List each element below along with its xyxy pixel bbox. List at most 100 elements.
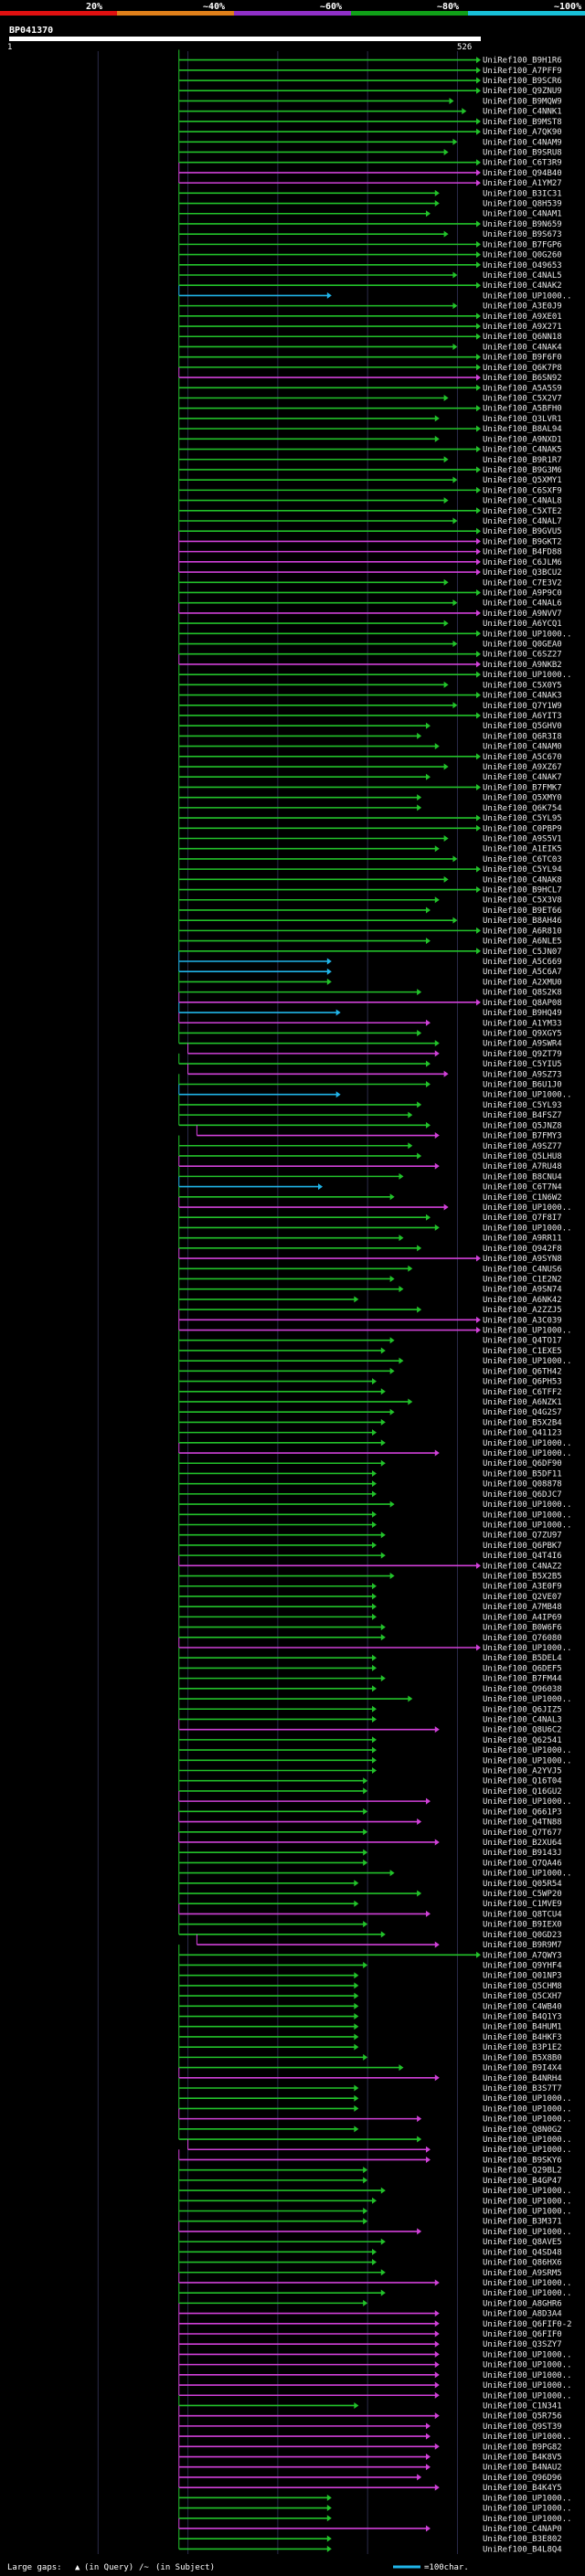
hit-label[interactable]: UniRef100_B9F6F0 <box>483 354 562 363</box>
hit-label[interactable]: UniRef100_B4L8Q4 <box>483 2545 562 2554</box>
hit-label[interactable]: UniRef100_B9R9M7 <box>483 1941 562 1950</box>
hit-label[interactable]: UniRef100_UP1000.. <box>483 671 572 680</box>
hit-label[interactable]: UniRef100_B9MQW9 <box>483 97 562 106</box>
hit-label[interactable]: UniRef100_B9R1R7 <box>483 456 562 465</box>
hit-label[interactable]: UniRef100_Q6PH53 <box>483 1378 562 1387</box>
hit-label[interactable]: UniRef100_B9SRU8 <box>483 148 562 157</box>
hit-label[interactable]: UniRef100_Q6PBK7 <box>483 1542 562 1551</box>
hit-label[interactable]: UniRef100_Q5LHU8 <box>483 1152 562 1161</box>
hit-label[interactable]: UniRef100_UP1000.. <box>483 2197 572 2206</box>
hit-label[interactable]: UniRef100_A9RR11 <box>483 1235 562 1244</box>
hit-label[interactable]: UniRef100_C5X0Y5 <box>483 681 562 690</box>
hit-label[interactable]: UniRef100_UP1000.. <box>483 2361 572 2370</box>
hit-label[interactable]: UniRef100_Q96D96 <box>483 2474 562 2483</box>
hit-label[interactable]: UniRef100_A9NXD1 <box>483 435 562 444</box>
hit-label[interactable]: UniRef100_B4Q1Y3 <box>483 2013 562 2022</box>
hit-label[interactable]: UniRef100_UP1000.. <box>483 2104 572 2114</box>
hit-label[interactable]: UniRef100_C4NAL5 <box>483 271 562 281</box>
hit-label[interactable]: UniRef100_UP1000.. <box>483 1091 572 1100</box>
hit-label[interactable]: UniRef100_A7QWY3 <box>483 1951 562 1960</box>
hit-label[interactable]: UniRef100_A9NKB2 <box>483 661 562 670</box>
hit-label[interactable]: UniRef100_A3C039 <box>483 1316 562 1325</box>
hit-label[interactable]: UniRef100_C6JLM6 <box>483 558 562 567</box>
hit-label[interactable]: UniRef100_C5YIU5 <box>483 1060 562 1069</box>
hit-label[interactable]: UniRef100_Q7QA46 <box>483 1859 562 1868</box>
hit-label[interactable]: UniRef100_B4HKF3 <box>483 2033 562 2042</box>
hit-label[interactable]: UniRef100_Q41123 <box>483 1429 562 1438</box>
hit-label[interactable]: UniRef100_Q8U6C2 <box>483 1726 562 1735</box>
hit-label[interactable]: UniRef100_Q94B40 <box>483 169 562 178</box>
hit-label[interactable]: UniRef100_A1YM27 <box>483 179 562 188</box>
hit-label[interactable]: UniRef100_A6NK42 <box>483 1296 562 1305</box>
hit-label[interactable]: UniRef100_A7RU48 <box>483 1162 562 1171</box>
hit-label[interactable]: UniRef100_Q6DEF5 <box>483 1664 562 1673</box>
hit-label[interactable]: UniRef100_Q16T04 <box>483 1777 562 1786</box>
hit-label[interactable]: UniRef100_C1MVE9 <box>483 1900 562 1909</box>
hit-label[interactable]: UniRef100_Q8N0G2 <box>483 2125 562 2135</box>
hit-label[interactable]: UniRef100_C4NAK7 <box>483 773 562 782</box>
hit-label[interactable]: UniRef100_A7QK90 <box>483 128 562 137</box>
hit-label[interactable]: UniRef100_Q7F8I7 <box>483 1214 562 1223</box>
hit-label[interactable]: UniRef100_B9143J <box>483 1849 562 1858</box>
hit-label[interactable]: UniRef100_UP1000.. <box>483 2505 572 2514</box>
hit-label[interactable]: UniRef100_Q5XMY0 <box>483 794 562 803</box>
hit-label[interactable]: UniRef100_C4NAK3 <box>483 692 562 701</box>
hit-label[interactable]: UniRef100_Q6FIF0-2 <box>483 2320 572 2329</box>
hit-label[interactable]: UniRef100_UP1000.. <box>483 1327 572 1336</box>
hit-label[interactable]: UniRef100_UP1000.. <box>483 2350 572 2359</box>
hit-label[interactable]: UniRef100_B7FMK7 <box>483 783 562 792</box>
hit-label[interactable]: UniRef100_Q7Y1W9 <box>483 702 562 711</box>
hit-label[interactable]: UniRef100_Q5R756 <box>483 2412 562 2422</box>
hit-label[interactable]: UniRef100_Q5CXH7 <box>483 1992 562 2001</box>
hit-label[interactable]: UniRef100_B4FSZ7 <box>483 1111 562 1120</box>
hit-label[interactable]: UniRef100_C5YL94 <box>483 865 562 875</box>
hit-label[interactable]: UniRef100_UP1000.. <box>483 2228 572 2237</box>
hit-label[interactable]: UniRef100_B6SN92 <box>483 374 562 383</box>
hit-label[interactable]: UniRef100_A9NVV7 <box>483 610 562 619</box>
hit-label[interactable]: UniRef100_C5X3V8 <box>483 896 562 906</box>
hit-label[interactable]: UniRef100_Q4TO17 <box>483 1337 562 1346</box>
hit-label[interactable]: UniRef100_Q3SZY7 <box>483 2340 562 2349</box>
hit-label[interactable]: UniRef100_C4NAL6 <box>483 599 562 609</box>
hit-label[interactable]: UniRef100_UP1000.. <box>483 2136 572 2145</box>
hit-label[interactable]: UniRef100_UP1000.. <box>483 1797 572 1807</box>
hit-label[interactable]: UniRef100_Q3LVR1 <box>483 415 562 424</box>
hit-label[interactable]: UniRef100_B7FMY3 <box>483 1132 562 1141</box>
hit-label[interactable]: UniRef100_A9SZ77 <box>483 1142 562 1151</box>
hit-label[interactable]: UniRef100_B4GP47 <box>483 2177 562 2186</box>
hit-label[interactable]: UniRef100_Q6R3I8 <box>483 732 562 741</box>
hit-label[interactable]: UniRef100_Q29BL2 <box>483 2167 562 2176</box>
hit-label[interactable]: UniRef100_C4NAK5 <box>483 446 562 455</box>
hit-label[interactable]: UniRef100_Q4T4I6 <box>483 1552 562 1561</box>
hit-label[interactable]: UniRef100_UP1000.. <box>483 2381 572 2390</box>
hit-label[interactable]: UniRef100_UP1000.. <box>483 2279 572 2288</box>
hit-label[interactable]: UniRef100_B9IEX0 <box>483 1921 562 1930</box>
hit-label[interactable]: UniRef100_Q7ZU97 <box>483 1532 562 1541</box>
hit-label[interactable]: UniRef100_UP1000.. <box>483 2494 572 2503</box>
hit-label[interactable]: UniRef100_A1YM33 <box>483 1019 562 1028</box>
hit-label[interactable]: UniRef100_C4NAL8 <box>483 497 562 506</box>
hit-label[interactable]: UniRef100_C1EXE5 <box>483 1347 562 1356</box>
hit-label[interactable]: UniRef100_Q62541 <box>483 1736 562 1745</box>
hit-label[interactable]: UniRef100_C4NAK2 <box>483 281 562 291</box>
hit-label[interactable]: UniRef100_C6TC03 <box>483 855 562 864</box>
hit-label[interactable]: UniRef100_Q8S2K8 <box>483 989 562 998</box>
hit-label[interactable]: UniRef100_C4NAK8 <box>483 875 562 885</box>
hit-label[interactable]: UniRef100_B5X8B0 <box>483 2053 562 2062</box>
hit-label[interactable]: UniRef100_C5XTE2 <box>483 507 562 516</box>
hit-label[interactable]: UniRef100_Q2VE07 <box>483 1593 562 1602</box>
hit-label[interactable]: UniRef100_C5JN07 <box>483 948 562 957</box>
hit-label[interactable]: UniRef100_C1N6W2 <box>483 1193 562 1203</box>
hit-label[interactable]: UniRef100_UP1000.. <box>483 1357 572 1366</box>
hit-label[interactable]: UniRef100_B3IC31 <box>483 189 562 198</box>
hit-label[interactable]: UniRef100_UP1000.. <box>483 1695 572 1704</box>
hit-label[interactable]: UniRef100_Q8AP08 <box>483 999 562 1008</box>
hit-label[interactable]: UniRef100_UP1000.. <box>483 630 572 639</box>
hit-label[interactable]: UniRef100_A9SYN8 <box>483 1255 562 1264</box>
hit-label[interactable]: UniRef100_UP1000.. <box>483 1500 572 1510</box>
hit-label[interactable]: UniRef100_Q8TCU4 <box>483 1910 562 1919</box>
hit-label[interactable]: UniRef100_Q9YHF4 <box>483 1961 562 1970</box>
hit-label[interactable]: UniRef100_Q05R54 <box>483 1880 562 1889</box>
hit-label[interactable]: UniRef100_Q661P3 <box>483 1807 562 1817</box>
hit-label[interactable]: UniRef100_C0PBP9 <box>483 824 562 833</box>
